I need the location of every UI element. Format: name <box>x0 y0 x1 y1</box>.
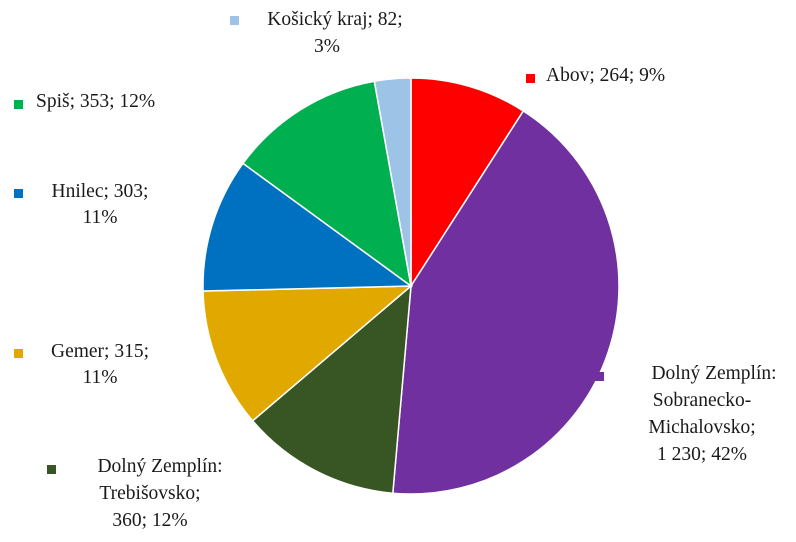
legend-marker-hnilec <box>14 189 23 198</box>
slice-label-line: Hnilec; 303; <box>52 181 149 202</box>
legend-marker-spis <box>14 100 23 109</box>
slice-label-line: Sobranecko- <box>653 390 752 411</box>
pie-slice-gemer <box>202 285 414 422</box>
legend-marker-dolny-zemplin-trebisovsko <box>47 465 56 474</box>
slice-label-line: Spiš; 353; 12% <box>36 91 155 112</box>
slice-label-kosicky-kraj: Košický kraj; 82; 3% <box>230 9 403 57</box>
slice-label-line: 3% <box>314 36 340 57</box>
legend-marker-abov <box>526 74 535 83</box>
slice-label-line: Gemer; 315; <box>51 341 149 362</box>
slice-label-line: Abov; 264; 9% <box>546 65 665 86</box>
pie-slice-dolny-zemplin-trebisovsko <box>251 284 412 495</box>
pie-slice-dolny-zemplin-sobranecko <box>392 109 620 495</box>
slice-labels: Abov; 264; 9% Dolný Zemplín: Sobranecko- Mi… <box>14 9 777 531</box>
pie-slices <box>202 77 620 495</box>
slice-label-line: Dolný Zemplín: <box>651 363 776 384</box>
slice-label-line: 11% <box>82 207 117 228</box>
slice-label-abov: Abov; 264; 9% <box>526 65 665 86</box>
legend-marker-kosicky-kraj <box>230 16 239 25</box>
slice-label-line: Trebišovsko; <box>99 483 200 504</box>
slice-label-dolny-zemplin-sobranecko: Dolný Zemplín: Sobranecko- Michalovsko; 1 2… <box>595 363 777 465</box>
legend-marker-dolny-zemplin-sobranecko <box>595 372 604 381</box>
legend-marker-gemer <box>14 349 23 358</box>
pie-slice-hnilec <box>202 162 414 292</box>
slice-label-dolny-zemplin-trebisovsko: Dolný Zemplín: Trebišovsko; 360; 12% <box>47 456 223 531</box>
slice-label-line: Michalovsko; <box>648 417 755 438</box>
pie-slice-spis <box>241 80 413 288</box>
slice-label-line: Košický kraj; 82; <box>267 9 402 30</box>
slice-label-line: Dolný Zemplín: <box>97 456 222 477</box>
slice-label-hnilec: Hnilec; 303; 11% <box>14 181 148 228</box>
slice-label-gemer: Gemer; 315; 11% <box>14 341 149 388</box>
slice-label-line: 1 230; 42% <box>657 444 747 465</box>
pie-slice-abov <box>410 77 525 289</box>
slice-label-line: 360; 12% <box>112 510 187 531</box>
slice-label-line: 11% <box>82 367 117 388</box>
slice-label-spis: Spiš; 353; 12% <box>14 91 155 112</box>
pie-slice-kosicky-kraj <box>373 77 412 287</box>
